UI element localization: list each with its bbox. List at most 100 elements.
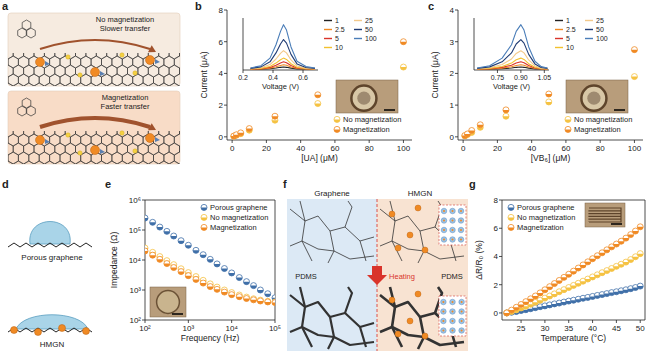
marker-fill: [207, 287, 213, 290]
diagram-box: [8, 91, 180, 164]
particle: [441, 328, 447, 334]
hexagon: [65, 83, 75, 86]
data-point: [272, 300, 275, 306]
particle: [450, 299, 456, 305]
nanoparticle: [36, 58, 45, 67]
hexagon: [13, 53, 23, 59]
data-point: [637, 251, 643, 257]
marker-fill: [400, 42, 406, 45]
marker-fill: [315, 104, 321, 107]
marker-outline: [238, 130, 244, 136]
legend-label: 25: [596, 17, 604, 24]
marker-fill: [265, 294, 271, 297]
dipole: [45, 139, 50, 144]
marker-fill: [178, 272, 184, 275]
marker-fill: [509, 310, 515, 313]
data-point: [229, 270, 235, 276]
marker-fill: [631, 50, 637, 53]
particle: [450, 309, 456, 315]
hexagon: [159, 131, 169, 137]
frame: [645, 200, 646, 320]
data-point: [257, 287, 263, 293]
diagram-text: No magnetization: [96, 15, 154, 24]
legend-label: Porous graphene: [210, 203, 268, 212]
data-point: [238, 130, 244, 136]
marker-outline: [157, 256, 163, 262]
marker-outline: [272, 117, 278, 123]
marker-outline: [200, 252, 206, 258]
legend-label: 10: [566, 44, 574, 51]
data-point: [272, 113, 278, 119]
crack: [360, 241, 366, 261]
hexagon: [86, 53, 96, 59]
marker-fill: [508, 227, 514, 230]
data-point: [229, 292, 235, 298]
marker-fill: [604, 271, 610, 274]
nanoparticle: [407, 318, 413, 324]
marker-fill: [547, 287, 553, 290]
marker-outline: [214, 286, 220, 292]
marker-fill: [585, 262, 591, 265]
marker-fill: [546, 102, 552, 105]
x-tick: [544, 320, 545, 323]
marker-outline: [565, 116, 571, 122]
nanoparticle: [91, 146, 100, 155]
x-tick: [592, 320, 593, 323]
marker-outline: [164, 228, 170, 234]
marker-fill: [315, 95, 321, 98]
hexagon: [13, 83, 23, 86]
panel-label: g: [469, 178, 476, 190]
y-tick: [499, 312, 502, 313]
hexagon: [76, 161, 86, 164]
y-axis: [474, 18, 475, 70]
hexagon: [24, 131, 34, 137]
marker-outline: [246, 126, 252, 132]
x-tick: [273, 70, 274, 73]
marker-fill: [508, 207, 514, 210]
nanoparticle: [36, 136, 45, 145]
legend-symbol: [555, 38, 563, 39]
marker-fill: [637, 227, 643, 230]
marker-fill: [561, 290, 567, 293]
x-axis: [145, 320, 275, 321]
marker-outline: [214, 261, 220, 267]
particle: [450, 208, 456, 214]
diagram-text: Magnetization: [102, 93, 149, 102]
crack: [300, 201, 312, 261]
dipole: [100, 71, 105, 76]
marker-outline: [272, 113, 278, 119]
marker-outline: [229, 292, 235, 298]
data-point: [546, 91, 552, 97]
x-axis: [227, 140, 412, 141]
y-tick-label: 10⁶: [129, 196, 141, 205]
nanoparticle: [146, 134, 155, 143]
marker-fill: [164, 231, 170, 234]
y-tick-label: 0: [219, 133, 224, 142]
zoom-box: [439, 205, 466, 245]
y-tick: [142, 290, 145, 291]
core: [460, 220, 462, 222]
legend-label: No magnetization: [574, 115, 632, 124]
hexagon: [138, 161, 148, 164]
x-tick-label: 0.2: [238, 74, 248, 81]
legend-label: 100: [596, 35, 608, 42]
legend-label: 2.5: [566, 26, 576, 33]
electron: [133, 71, 137, 75]
marker-outline: [251, 283, 257, 289]
core: [452, 311, 454, 313]
x-tick-label: 10³: [183, 324, 195, 333]
marker-fill: [334, 119, 340, 122]
y-tick-label: 8: [494, 196, 499, 205]
molecule: [22, 98, 31, 108]
crack: [418, 317, 424, 349]
hexagon: [169, 53, 179, 59]
hexagon: [128, 131, 138, 137]
marker-fill: [201, 207, 207, 210]
x-tick-label: 10⁵: [269, 324, 281, 333]
x-tick: [303, 70, 304, 73]
x-tick-label: 40: [527, 144, 536, 153]
marker-fill: [532, 296, 538, 299]
marker-fill: [613, 266, 619, 269]
nanoparticle: [407, 232, 413, 238]
legend-symbol: [334, 126, 340, 132]
